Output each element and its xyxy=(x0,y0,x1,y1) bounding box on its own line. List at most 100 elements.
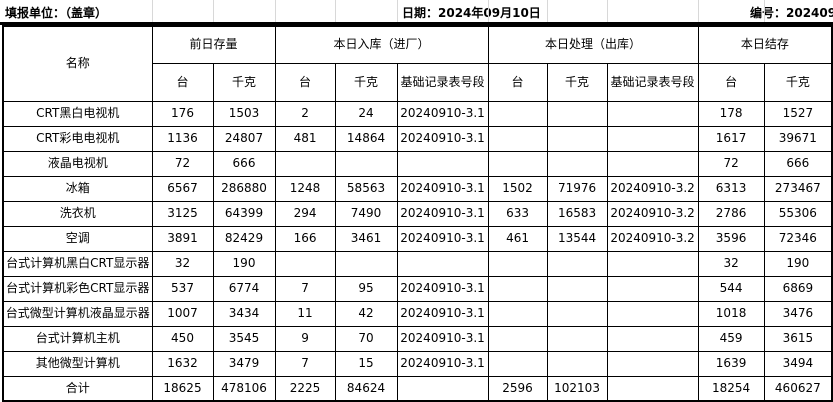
value-cell: 6313 xyxy=(697,175,765,202)
value-cell xyxy=(274,250,336,277)
value-cell: 2 xyxy=(274,100,336,127)
value-cell: 70 xyxy=(334,325,398,352)
out-record-segment-header: 基础记录表号段 xyxy=(606,62,699,102)
spreadsheet-gridline xyxy=(152,0,153,22)
table-row: 洗衣机 3125 64399 294 7490 20240910-3.1 633 16583 2… xyxy=(2,200,833,227)
value-cell xyxy=(606,375,699,402)
value-cell: 32 xyxy=(151,250,214,277)
total-row: 合计 18625 478106 2225 84624 2596 102103 18254 460… xyxy=(2,375,833,402)
item-name-cell: 台式计算机主机 xyxy=(2,325,153,352)
value-cell xyxy=(546,125,608,152)
value-cell: 20240910-3.2 xyxy=(606,175,699,202)
value-cell xyxy=(274,150,336,177)
value-cell: 20240910-3.1 xyxy=(396,300,489,327)
value-cell: 39671 xyxy=(763,125,833,152)
value-cell: 178 xyxy=(697,100,765,127)
value-cell: 20240910-3.2 xyxy=(606,200,699,227)
balance-units-header: 台 xyxy=(697,62,765,102)
item-name-cell: 冰箱 xyxy=(2,175,153,202)
report-table: 名称 前日存量 本日入库（进厂） 本日处理（出库） 本日结存 台 千克 台 千克… xyxy=(2,25,833,402)
table-row: 冰箱 6567 286880 1248 58563 20240910-3.1 1502 719… xyxy=(2,175,833,202)
value-cell: 1639 xyxy=(697,350,765,377)
value-cell: 3479 xyxy=(212,350,276,377)
item-name-cell: 液晶电视机 xyxy=(2,150,153,177)
value-cell: 20240910-3.1 xyxy=(396,225,489,252)
spreadsheet-gridline xyxy=(764,0,765,22)
value-cell xyxy=(606,100,699,127)
value-cell: 20240910-3.1 xyxy=(396,125,489,152)
value-cell xyxy=(606,125,699,152)
value-cell xyxy=(546,150,608,177)
value-cell: 84624 xyxy=(334,375,398,402)
value-cell: 18625 xyxy=(151,375,214,402)
value-cell: 450 xyxy=(151,325,214,352)
value-cell: 2225 xyxy=(274,375,336,402)
value-cell: 1018 xyxy=(697,300,765,327)
value-cell xyxy=(487,100,548,127)
value-cell: 3125 xyxy=(151,200,214,227)
value-cell: 18254 xyxy=(697,375,765,402)
value-cell: 82429 xyxy=(212,225,276,252)
value-cell xyxy=(606,150,699,177)
value-cell: 3434 xyxy=(212,300,276,327)
value-cell: 15 xyxy=(334,350,398,377)
group-inbound-header: 本日入库（进厂） xyxy=(274,25,489,64)
value-cell: 544 xyxy=(697,275,765,302)
value-cell xyxy=(606,300,699,327)
value-cell xyxy=(396,375,489,402)
value-cell: 294 xyxy=(274,200,336,227)
table-row: 台式计算机黑白CRT显示器 32 190 32 190 xyxy=(2,250,833,277)
value-cell: 24807 xyxy=(212,125,276,152)
value-cell: 20240910-3.1 xyxy=(396,350,489,377)
value-cell xyxy=(487,300,548,327)
spreadsheet-gridline xyxy=(698,0,699,22)
value-cell xyxy=(334,150,398,177)
item-name-cell: 台式微型计算机液晶显示器 xyxy=(2,300,153,327)
value-cell: 1503 xyxy=(212,100,276,127)
value-cell: 7 xyxy=(274,350,336,377)
value-cell: 95 xyxy=(334,275,398,302)
value-cell: 71976 xyxy=(546,175,608,202)
value-cell xyxy=(546,300,608,327)
value-cell: 9 xyxy=(274,325,336,352)
value-cell: 24 xyxy=(334,100,398,127)
prev-units-header: 台 xyxy=(151,62,214,102)
group-prev-stock-header: 前日存量 xyxy=(151,25,276,64)
value-cell: 3461 xyxy=(334,225,398,252)
value-cell: 13544 xyxy=(546,225,608,252)
table-row: CRT黑白电视机 176 1503 2 24 20240910-3.1 178 1527 xyxy=(2,100,833,127)
table-row: 空调 3891 82429 166 3461 20240910-3.1 461 13544 20… xyxy=(2,225,833,252)
value-cell: 3545 xyxy=(212,325,276,352)
value-cell: 72 xyxy=(697,150,765,177)
spreadsheet-gridline xyxy=(488,0,489,22)
value-cell: 190 xyxy=(212,250,276,277)
value-cell xyxy=(487,325,548,352)
value-cell: 3891 xyxy=(151,225,214,252)
value-cell: 6774 xyxy=(212,275,276,302)
item-name-cell: 其他微型计算机 xyxy=(2,350,153,377)
value-cell: 6567 xyxy=(151,175,214,202)
value-cell: 20240910-3.1 xyxy=(396,200,489,227)
table-row: 台式微型计算机液晶显示器 1007 3434 11 42 20240910-3.1 1018… xyxy=(2,300,833,327)
item-name-cell: 合计 xyxy=(2,375,153,402)
value-cell xyxy=(606,325,699,352)
value-cell: 1527 xyxy=(763,100,833,127)
item-name-cell: 空调 xyxy=(2,225,153,252)
spreadsheet-gridline xyxy=(335,0,336,22)
item-name-cell: 台式计算机彩色CRT显示器 xyxy=(2,275,153,302)
in-units-header: 台 xyxy=(274,62,336,102)
value-cell xyxy=(546,325,608,352)
group-balance-header: 本日结存 xyxy=(697,25,833,64)
value-cell xyxy=(606,250,699,277)
value-cell: 1136 xyxy=(151,125,214,152)
value-cell: 1248 xyxy=(274,175,336,202)
value-cell: 16583 xyxy=(546,200,608,227)
report-date-label: 日期：2024年09月10日 xyxy=(402,6,541,20)
value-cell: 64399 xyxy=(212,200,276,227)
value-cell: 1632 xyxy=(151,350,214,377)
table-row: 台式计算机彩色CRT显示器 537 6774 7 95 20240910-3.1 544 68… xyxy=(2,275,833,302)
out-units-header: 台 xyxy=(487,62,548,102)
value-cell: 3596 xyxy=(697,225,765,252)
value-cell: 20240910-3.1 xyxy=(396,175,489,202)
